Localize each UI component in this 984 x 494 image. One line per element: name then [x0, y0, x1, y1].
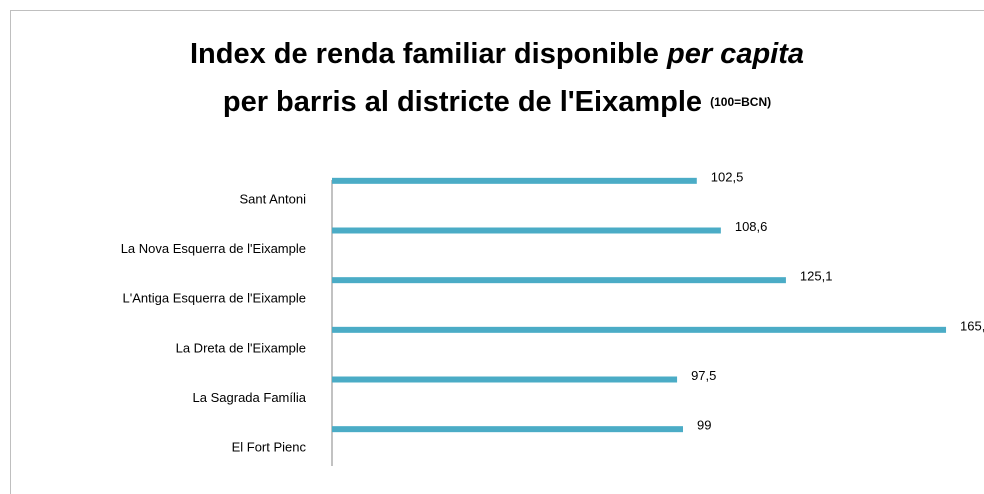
chart-title: Index de renda familiar disponible per c…	[190, 38, 804, 70]
title-italic: per capita	[666, 38, 804, 70]
subtitle-text: per barris al districte de l'Eixample	[223, 86, 702, 118]
category-label: La Nova Esquerra de l'Eixample	[121, 241, 306, 256]
chart-frame	[10, 10, 984, 494]
category-label: La Dreta de l'Eixample	[176, 340, 306, 355]
title-text: Index de renda familiar disponible	[190, 38, 659, 70]
category-label: L'Antiga Esquerra de l'Eixample	[123, 291, 306, 306]
bar	[332, 277, 786, 284]
category-label: El Fort Pienc	[232, 440, 307, 455]
value-label: 125,1	[800, 269, 833, 284]
category-label: La Sagrada Família	[193, 390, 307, 405]
subtitle-note: (100=BCN)	[710, 95, 771, 109]
value-label: 97,5	[691, 368, 716, 383]
chart-subtitle: per barris al districte de l'Eixample (1…	[223, 86, 771, 118]
category-label: Sant Antoni	[240, 191, 307, 206]
bar	[332, 376, 678, 383]
value-label: 108,6	[735, 219, 768, 234]
bar	[332, 227, 721, 234]
value-label: 102,5	[711, 169, 744, 184]
value-label: 165,7	[960, 318, 984, 333]
bar	[332, 426, 683, 433]
bar	[332, 177, 697, 184]
value-label: 99	[697, 418, 711, 433]
bar	[332, 326, 947, 333]
